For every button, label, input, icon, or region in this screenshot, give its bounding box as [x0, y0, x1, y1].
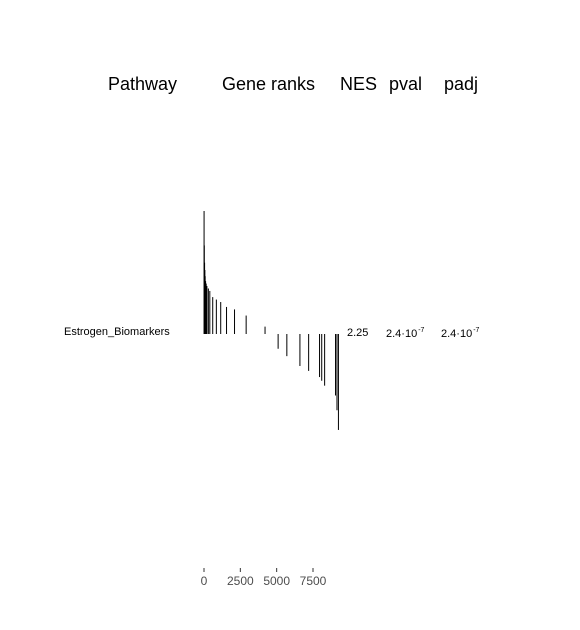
nes-value: 2.25: [347, 327, 369, 339]
x-axis: 0 2500 5000 7500: [201, 568, 327, 588]
pval-column-header: pval: [389, 74, 423, 94]
gene-ranks-column-header: Gene ranks: [222, 74, 316, 94]
padj-exponent: -7: [473, 327, 480, 334]
pval-exponent: -7: [418, 327, 425, 334]
pval-value: 2.4·10-7: [386, 327, 424, 340]
rank-bars: [203, 211, 339, 430]
padj-mantissa: 2.4·10: [441, 328, 473, 340]
x-tick-label: 2500: [227, 574, 254, 588]
pathway-name: Estrogen_Biomarkers: [64, 326, 170, 338]
x-tick-label: 7500: [300, 574, 327, 588]
x-tick-label: 5000: [263, 574, 290, 588]
nes-column-header: NES: [340, 74, 378, 94]
pval-mantissa: 2.4·10: [386, 328, 418, 340]
padj-value: 2.4·10-7: [441, 327, 479, 340]
pathway-column-header: Pathway: [108, 74, 178, 94]
padj-column-header: padj: [444, 74, 479, 94]
x-tick-label: 0: [201, 574, 208, 588]
